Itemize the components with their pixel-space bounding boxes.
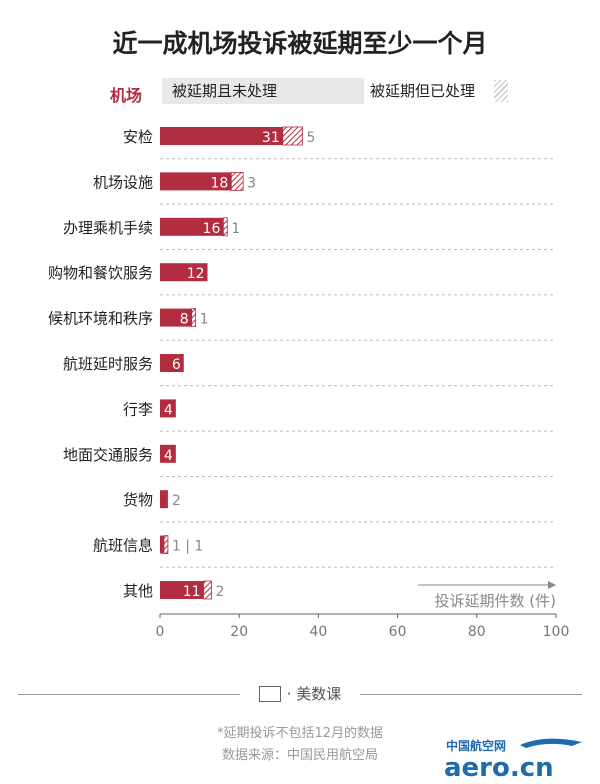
category-label: 地面交通服务 xyxy=(63,446,153,464)
footnote-note: *延期投诉不包括12月的数据 xyxy=(216,726,384,741)
x-tick-label: 80 xyxy=(468,624,486,640)
value-label-processed: 5 xyxy=(307,130,316,146)
legend-processed-label: 被延期但已处理 xyxy=(370,82,476,100)
aero-cn-watermark: 中国航空网 aero.cn xyxy=(444,738,582,780)
category-label: 购物和餐饮服务 xyxy=(48,264,153,282)
x-tick-label: 100 xyxy=(543,624,570,640)
bar-processed xyxy=(203,580,212,600)
bar-processed xyxy=(163,535,169,554)
x-tick-label: 20 xyxy=(230,624,248,640)
category-label: 货物 xyxy=(123,491,153,509)
value-label-unprocessed: 6 xyxy=(172,357,181,373)
brand-rule-left xyxy=(18,694,240,695)
bar-processed xyxy=(222,217,228,237)
bar-unprocessed xyxy=(160,127,283,145)
axis-arrow-head-icon xyxy=(548,581,556,589)
value-label-outside: 2 xyxy=(172,493,181,509)
brand-rule-right xyxy=(360,694,582,695)
value-label-processed: 2 xyxy=(215,584,224,600)
legend-unprocessed-label: 被延期且未处理 xyxy=(172,82,278,100)
value-label-unprocessed: 11 xyxy=(183,584,201,600)
category-label: 航班延时服务 xyxy=(63,355,153,373)
legend-processed: 被延期但已处理 xyxy=(364,78,509,104)
category-label: 其他 xyxy=(123,582,153,600)
value-label-unprocessed: 8 xyxy=(180,312,189,328)
x-tick-label: 60 xyxy=(389,624,407,640)
bar-unprocessed xyxy=(160,172,232,191)
brand-text: · 美数课 xyxy=(286,685,342,703)
value-label-processed: 3 xyxy=(247,175,256,191)
category-label: 候机环境和秩序 xyxy=(48,310,153,328)
watermark-top: 中国航空网 xyxy=(446,738,506,753)
chart-title: 近一成机场投诉被延期至少一个月 xyxy=(112,29,488,58)
brand-logo: · 美数课 xyxy=(240,682,360,706)
thepaper-seal-icon xyxy=(258,685,281,702)
bar-unprocessed xyxy=(160,399,176,418)
bar-unprocessed xyxy=(160,354,184,372)
value-label-processed: 1 xyxy=(200,312,209,328)
value-label-unprocessed: 18 xyxy=(210,175,228,191)
category-label: 行李 xyxy=(123,400,153,418)
category-label: 机场设施 xyxy=(93,173,153,191)
watermark-bottom: aero.cn xyxy=(444,753,554,780)
bar-unprocessed xyxy=(160,581,204,599)
bar-unprocessed xyxy=(160,217,224,236)
value-label-unprocessed: 4 xyxy=(164,448,173,464)
brand-bar: · 美数课 xyxy=(0,682,600,706)
x-axis-title: 投诉延期件数 (件) xyxy=(435,592,556,610)
bar-processed xyxy=(230,171,244,191)
bar-unprocessed xyxy=(160,308,192,327)
value-label-unprocessed: 12 xyxy=(187,266,205,282)
bar-unprocessed xyxy=(160,535,164,554)
x-tick-label: 40 xyxy=(309,624,327,640)
x-tick-label: 0 xyxy=(156,624,165,640)
category-label: 办理乘机手续 xyxy=(63,219,153,237)
legend-hatch-swatch xyxy=(494,80,508,102)
bar-unprocessed xyxy=(160,444,176,463)
legend-unprocessed: 被延期且未处理 xyxy=(162,78,364,104)
bar-unprocessed xyxy=(160,490,168,509)
value-label-outside: 1 | 1 xyxy=(172,539,203,555)
value-label-processed: 1 xyxy=(231,221,240,237)
value-label-unprocessed: 16 xyxy=(203,221,221,237)
bar-unprocessed xyxy=(160,263,208,282)
bar-processed xyxy=(191,308,197,328)
plane-swoosh-icon xyxy=(520,738,582,748)
category-label: 航班信息 xyxy=(93,537,153,555)
value-label-unprocessed: 31 xyxy=(262,130,280,146)
value-label-unprocessed: 4 xyxy=(164,402,173,418)
footnote-source: 数据来源：中国民用航空局 xyxy=(221,748,378,763)
bar-processed xyxy=(282,126,303,146)
category-label: 安检 xyxy=(123,128,153,146)
legend-category-label: 机场 xyxy=(110,86,143,105)
